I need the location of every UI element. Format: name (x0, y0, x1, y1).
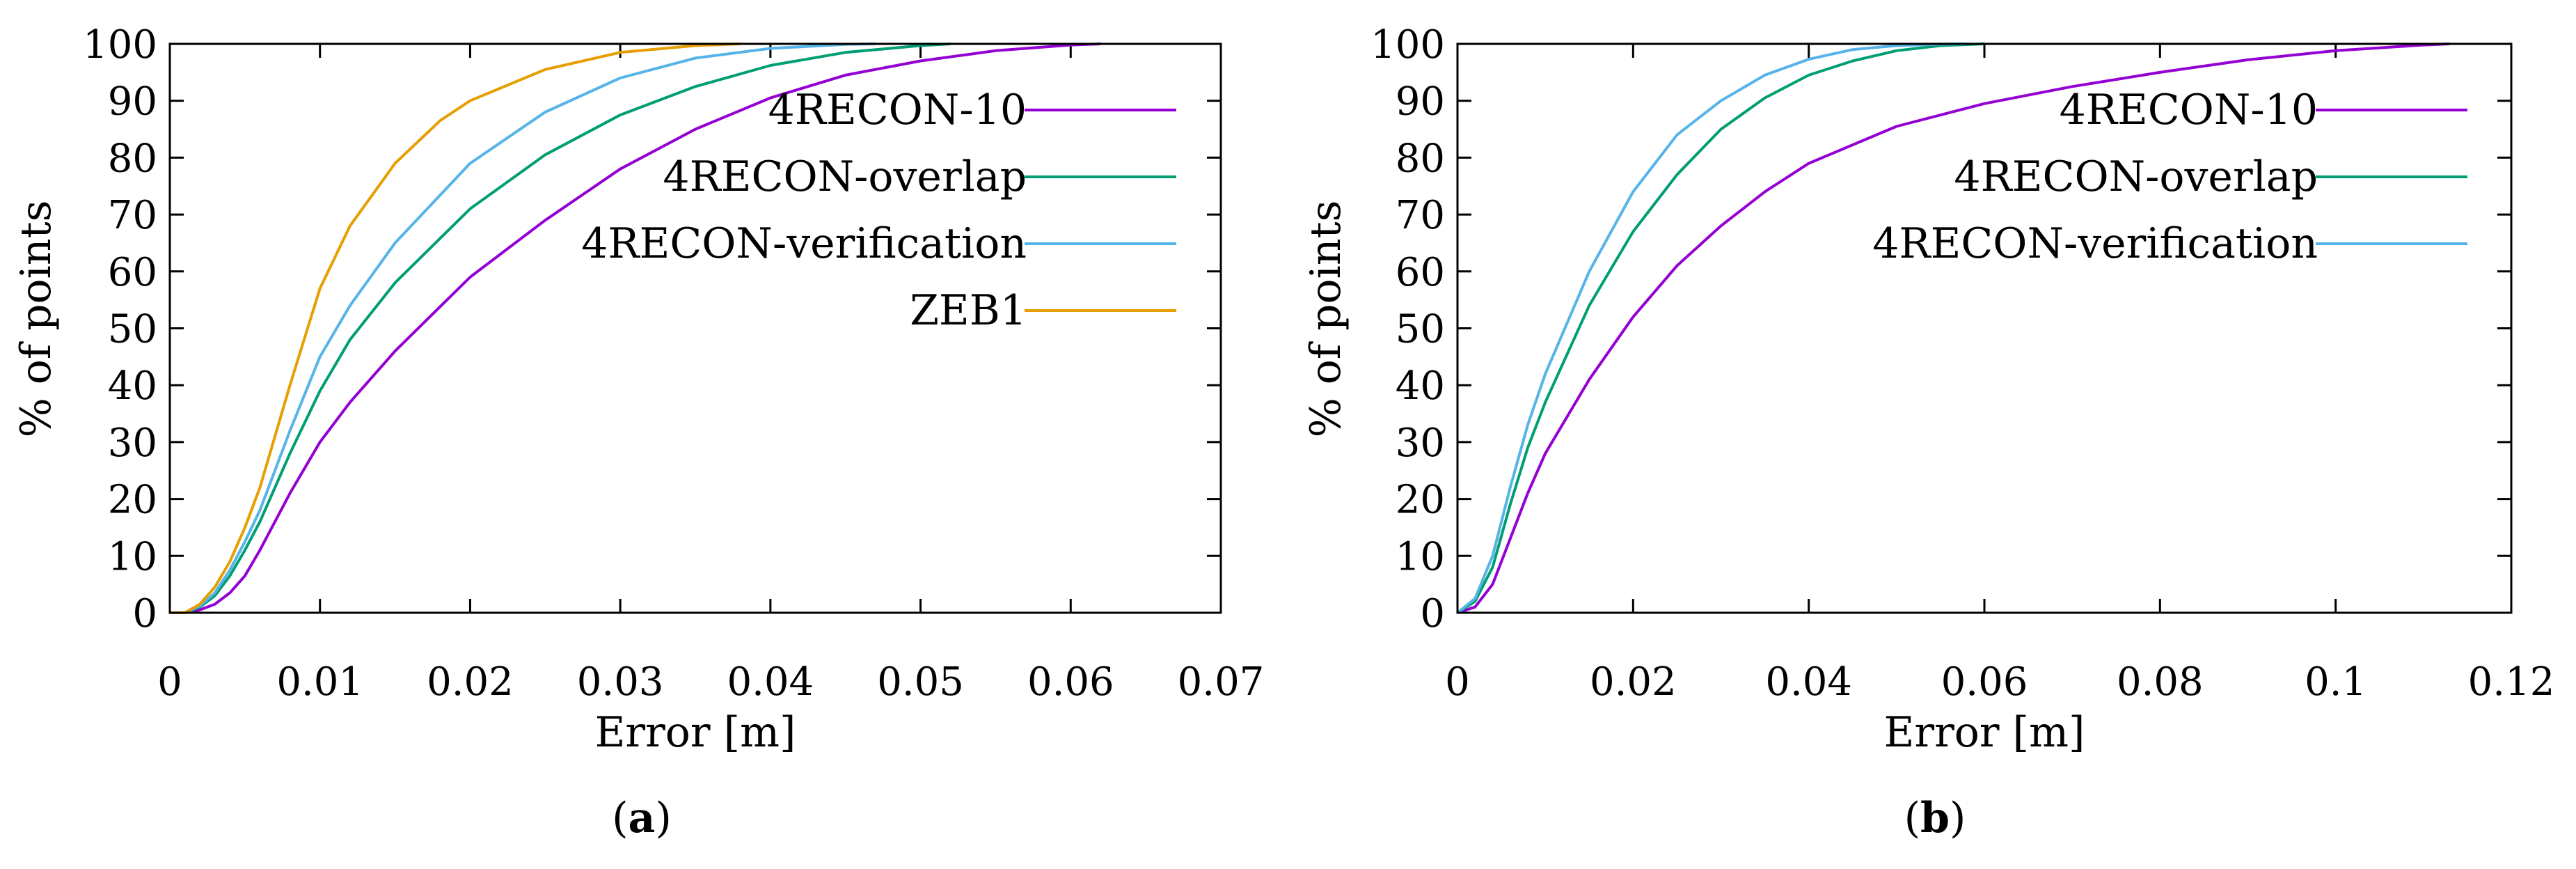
y-tick-label: 90 (1396, 79, 1445, 125)
x-tick-label: 0.05 (877, 659, 964, 705)
y-tick-label: 50 (1396, 307, 1445, 352)
series-lines (170, 42, 1101, 614)
y-axis-label: % of points (12, 201, 61, 438)
x-tick-label: 0.07 (1178, 659, 1265, 705)
series-line-4recon-10 (1457, 42, 2450, 614)
y-tick-label: 20 (1396, 478, 1445, 523)
x-tick-label: 0.02 (427, 659, 514, 705)
series-line-4recon-overlap (1456, 42, 1985, 614)
tick-layer: 0 10 20 30 40 50 60 70 80 90 100 0 0.01 0.02 0.03 0.04 0… (83, 22, 1264, 705)
y-tick-label: 0 (1420, 591, 1445, 636)
x-tick-label: 0.02 (1590, 659, 1677, 705)
panel-label-b: (b) (1904, 794, 1966, 843)
plot-area-frame (168, 42, 1222, 614)
x-tick-label: 0.06 (1941, 659, 2028, 705)
y-tick-label: 100 (1370, 22, 1445, 68)
series-line-4recon-10 (170, 42, 1101, 614)
y-tick-label: 70 (1396, 193, 1445, 238)
chart-panel-b: % of points Error [m] 0 10 20 30 40 50 60 70 80 9… (1302, 22, 2554, 843)
legend-label: 4RECON-verification (1872, 219, 2318, 268)
plot-area-frame (1456, 42, 2513, 614)
legend-label: 4RECON-overlap (663, 152, 1027, 201)
y-tick-label: 70 (108, 193, 157, 238)
tick-layer: 0 10 20 30 40 50 60 70 80 90 100 0 0.02 0.04 0.06 0.08 0… (1370, 22, 2554, 705)
y-tick-label: 80 (1396, 136, 1445, 181)
y-tick-label: 40 (1396, 363, 1445, 409)
y-tick-label: 90 (108, 79, 157, 125)
series-lines (1456, 42, 2450, 614)
series-line-4recon-overlap (170, 42, 951, 614)
legend-label: 4RECON-10 (768, 86, 1027, 134)
y-tick-label: 40 (108, 363, 157, 409)
y-tick-label: 10 (1396, 534, 1445, 579)
panel-letter: a (629, 794, 656, 843)
series-line-zeb1 (170, 42, 741, 614)
x-tick-label: 0.04 (727, 659, 814, 705)
x-tick-label: 0.01 (276, 659, 363, 705)
y-tick-label: 50 (108, 307, 157, 352)
legend: 4RECON-10 4RECON-overlap 4RECON-verificati… (1872, 86, 2467, 268)
legend-label: 4RECON-overlap (1954, 152, 2318, 201)
series-line-4recon-verification (170, 42, 876, 614)
y-tick-label: 20 (108, 478, 157, 523)
x-axis-label: Error [m] (1884, 708, 2085, 757)
y-tick-label: 80 (108, 136, 157, 181)
legend-label: ZEB1 (910, 286, 1027, 335)
legend-label: 4RECON-10 (2060, 86, 2318, 134)
x-axis-label: Error [m] (595, 708, 796, 757)
panel-label-a: (a) (612, 794, 672, 843)
x-tick-label: 0.04 (1765, 659, 1852, 705)
chart-panel-a: % of points Error [m] 0 10 20 30 40 50 60 70 80 9… (12, 22, 1264, 843)
x-tick-label: 0.03 (577, 659, 664, 705)
y-tick-label: 30 (108, 421, 157, 466)
y-tick-label: 60 (108, 250, 157, 295)
x-tick-label: 0.12 (2468, 659, 2555, 705)
y-tick-label: 60 (1396, 250, 1445, 295)
series-line-4recon-verification (1456, 42, 1967, 614)
x-tick-label: 0.1 (2305, 659, 2366, 705)
y-tick-label: 10 (108, 534, 157, 579)
x-tick-label: 0 (157, 659, 182, 705)
y-tick-label: 30 (1396, 421, 1445, 466)
legend-label: 4RECON-verification (581, 219, 1027, 268)
x-tick-label: 0 (1445, 659, 1470, 705)
panel-letter: b (1920, 794, 1950, 843)
y-tick-label: 0 (132, 591, 157, 636)
legend: 4RECON-10 4RECON-overlap 4RECON-verificati… (581, 86, 1176, 335)
y-axis-label: % of points (1302, 201, 1350, 438)
x-tick-label: 0.08 (2117, 659, 2204, 705)
x-tick-label: 0.06 (1027, 659, 1114, 705)
y-tick-label: 100 (83, 22, 157, 68)
